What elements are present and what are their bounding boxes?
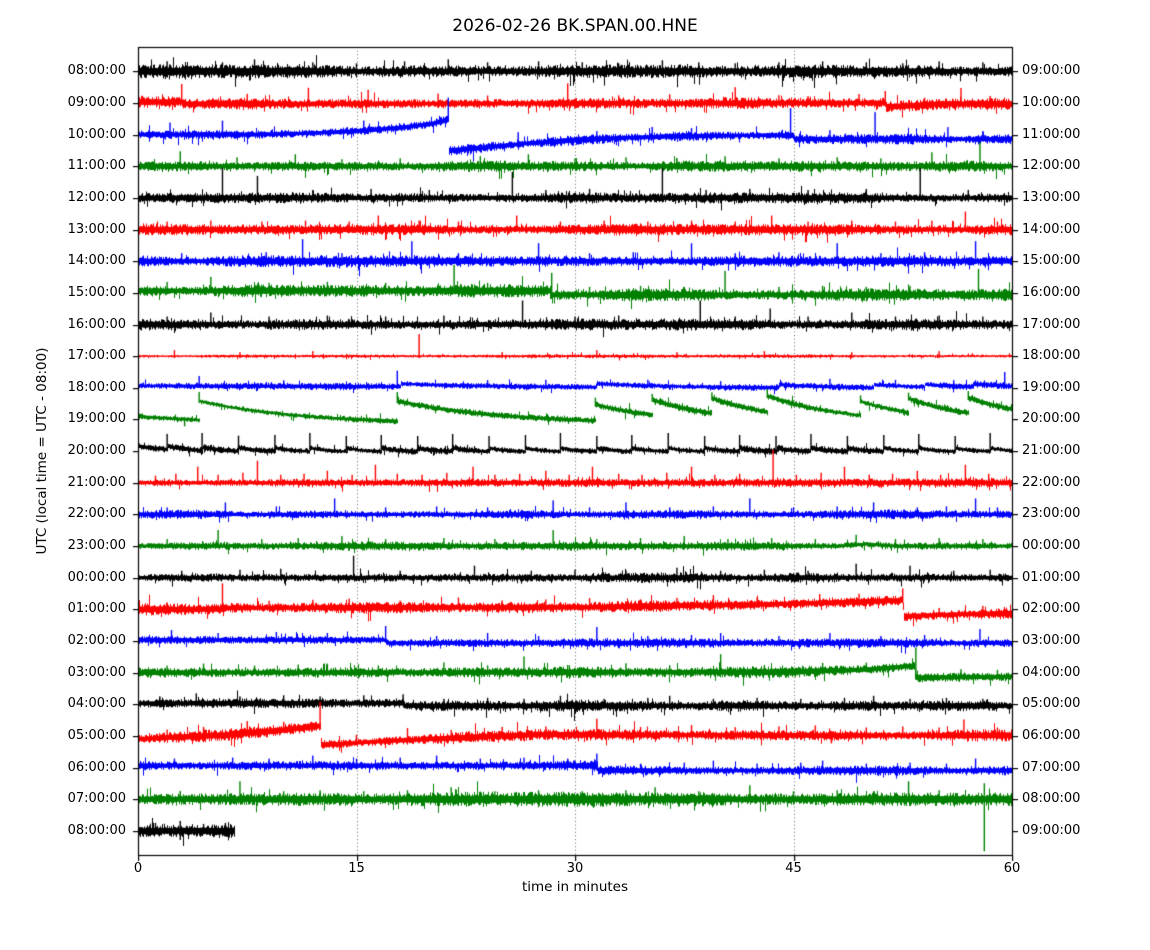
utc-tick-label: 05:00:00 [67,727,126,743]
local-tick-label: 09:00:00 [1022,63,1081,79]
utc-tick-label: 00:00:00 [67,569,126,585]
utc-tick-label: 13:00:00 [67,221,126,237]
utc-tick-label: 18:00:00 [67,379,126,395]
utc-tick-label: 02:00:00 [67,633,126,648]
utc-tick-label: 03:00:00 [67,664,126,680]
utc-tick-label: 04:00:00 [67,696,126,712]
local-tick-label: 23:00:00 [1022,506,1081,522]
local-tick-label: 05:00:00 [1022,696,1081,712]
utc-tick-label: 12:00:00 [67,189,126,205]
local-tick-label: 21:00:00 [1022,443,1081,459]
utc-tick-label: 08:00:00 [67,822,126,838]
utc-tick-label: 01:00:00 [67,601,126,617]
local-tick-label: 08:00:00 [1022,791,1081,807]
x-tick-label: 60 [1003,861,1021,876]
x-tick-label: 45 [785,861,802,876]
local-tick-label: 07:00:00 [1022,759,1081,775]
utc-tick-label: 21:00:00 [67,474,126,490]
utc-tick-label: 08:00:00 [67,63,126,79]
utc-tick-label: 11:00:00 [67,158,126,174]
local-tick-label: 09:00:00 [1022,822,1081,838]
local-tick-label: 00:00:00 [1022,538,1081,554]
local-tick-label: 20:00:00 [1022,411,1081,427]
local-tick-label: 17:00:00 [1022,316,1081,332]
utc-tick-label: 17:00:00 [67,348,126,364]
utc-tick-label: 15:00:00 [67,284,126,300]
utc-tick-label: 09:00:00 [67,94,126,110]
local-tick-label: 01:00:00 [1022,569,1081,585]
local-tick-label: 14:00:00 [1022,221,1081,237]
utc-tick-label: 10:00:00 [67,126,126,142]
utc-tick-label: 14:00:00 [67,253,126,269]
x-tick-label: 15 [348,861,365,876]
x-tick-label: 0 [133,861,143,876]
x-axis-label: time in minutes [521,879,629,895]
local-tick-label: 19:00:00 [1022,379,1081,395]
utc-tick-label: 16:00:00 [67,316,126,332]
plot-title: 2026-02-26 BK.SPAN.00.HNE [452,16,698,36]
local-tick-label: 11:00:00 [1022,126,1081,142]
utc-tick-label: 07:00:00 [67,791,126,807]
local-tick-label: 18:00:00 [1022,348,1081,364]
local-tick-label: 22:00:00 [1022,474,1081,490]
local-tick-label: 04:00:00 [1022,664,1081,680]
local-tick-label: 12:00:00 [1022,158,1081,174]
utc-tick-label: 20:00:00 [67,443,126,459]
local-tick-label: 13:00:00 [1022,189,1081,205]
local-tick-label: 15:00:00 [1022,253,1081,269]
local-tick-label: 06:00:00 [1022,727,1081,743]
local-tick-label: 10:00:00 [1022,94,1081,110]
local-tick-label: 02:00:00 [1022,601,1081,617]
utc-tick-label: 19:00:00 [67,411,126,427]
x-tick-label: 30 [566,861,584,876]
utc-tick-label: 06:00:00 [67,759,126,775]
utc-tick-label: 23:00:00 [67,538,126,554]
local-tick-label: 03:00:00 [1022,633,1081,648]
local-tick-label: 16:00:00 [1022,284,1081,300]
utc-tick-label: 22:00:00 [67,506,126,522]
